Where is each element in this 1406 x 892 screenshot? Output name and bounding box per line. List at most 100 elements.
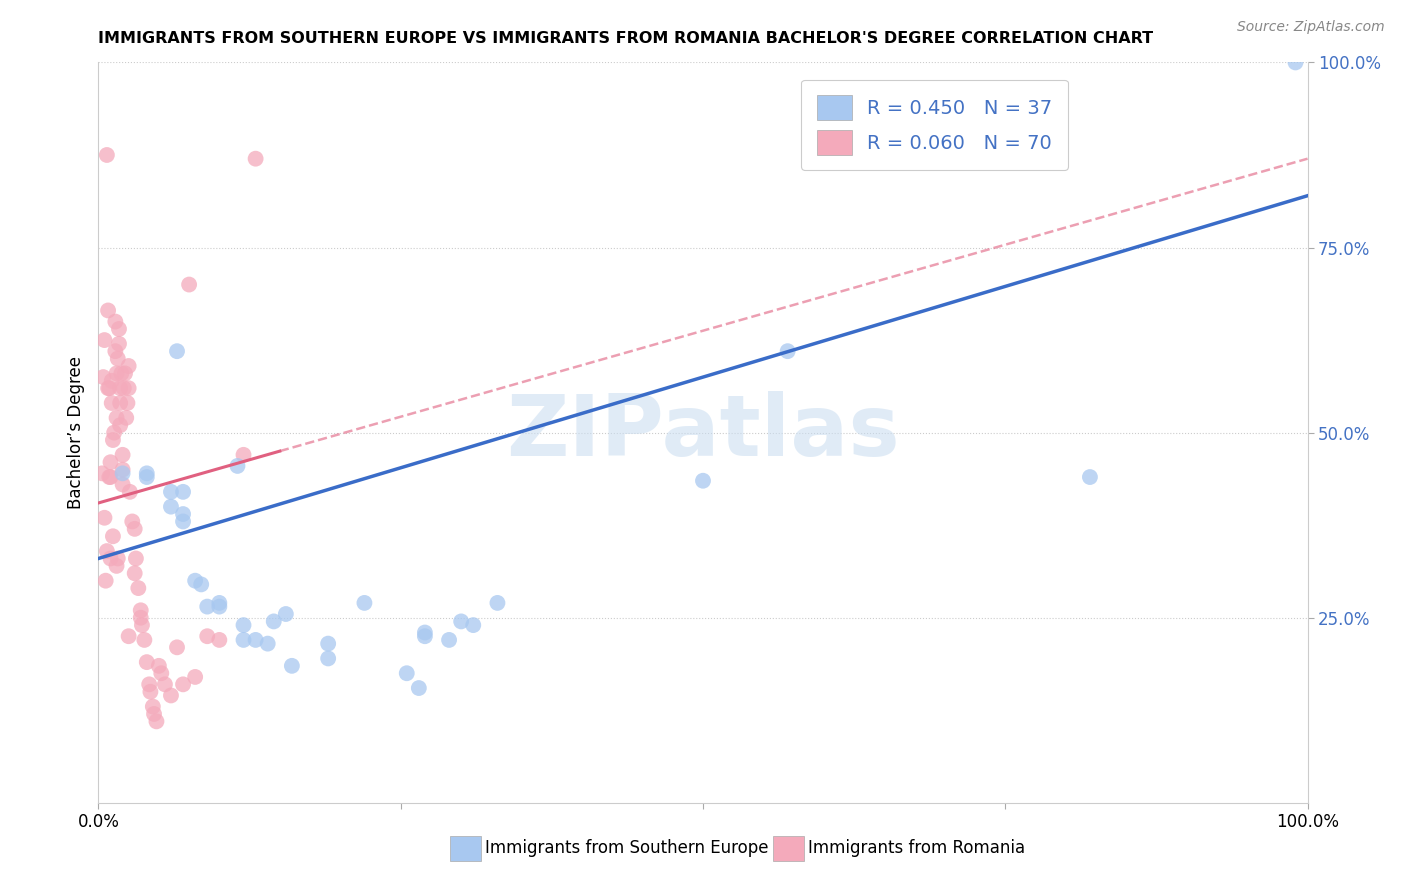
Point — [108, 381, 131, 395]
Point — [208, 596, 231, 610]
Point — [107, 351, 129, 366]
Point — [395, 666, 418, 681]
Text: Immigrants from Romania: Immigrants from Romania — [808, 839, 1025, 857]
Point — [118, 629, 141, 643]
Point — [776, 344, 799, 359]
Point — [118, 484, 141, 499]
Point — [101, 529, 124, 543]
Point — [232, 632, 254, 647]
Text: ZIPatlas: ZIPatlas — [506, 391, 900, 475]
Point — [195, 599, 218, 614]
Point — [172, 507, 194, 521]
Point — [190, 577, 212, 591]
Point — [134, 632, 156, 647]
Point — [463, 618, 485, 632]
Point — [103, 425, 125, 440]
Point — [138, 677, 160, 691]
Text: Source: ZipAtlas.com: Source: ZipAtlas.com — [1237, 20, 1385, 34]
Point — [91, 370, 114, 384]
Point — [486, 596, 509, 610]
Point — [127, 581, 149, 595]
Point — [124, 566, 146, 581]
Point — [111, 477, 134, 491]
Point — [413, 629, 436, 643]
Point — [100, 455, 122, 469]
Point — [413, 625, 436, 640]
Point — [172, 484, 194, 499]
Point — [1078, 470, 1101, 484]
Point — [172, 515, 194, 529]
Point — [115, 410, 138, 425]
Point — [100, 551, 122, 566]
Text: Immigrants from Southern Europe: Immigrants from Southern Europe — [485, 839, 769, 857]
Point — [111, 462, 134, 476]
Point — [150, 666, 173, 681]
Point — [153, 677, 176, 691]
Point — [104, 314, 127, 328]
Point — [208, 599, 231, 614]
Point — [97, 303, 120, 318]
Text: IMMIGRANTS FROM SOUTHERN EUROPE VS IMMIGRANTS FROM ROMANIA BACHELOR'S DEGREE COR: IMMIGRANTS FROM SOUTHERN EUROPE VS IMMIG… — [98, 31, 1153, 46]
Point — [100, 396, 122, 410]
Point — [125, 551, 148, 566]
Point — [93, 333, 115, 347]
Point — [316, 637, 339, 651]
Point — [135, 470, 157, 484]
Point — [450, 615, 472, 629]
Point — [166, 344, 188, 359]
Point — [98, 381, 121, 395]
Point — [408, 681, 430, 695]
Point — [114, 367, 136, 381]
Point — [111, 448, 134, 462]
Point — [105, 558, 128, 573]
Point — [172, 677, 194, 691]
Point — [97, 381, 120, 395]
Point — [353, 596, 375, 610]
Point — [94, 574, 117, 588]
Point — [184, 574, 207, 588]
Point — [117, 396, 139, 410]
Legend: R = 0.450   N = 37, R = 0.060   N = 70: R = 0.450 N = 37, R = 0.060 N = 70 — [801, 79, 1069, 170]
Y-axis label: Bachelor’s Degree: Bachelor’s Degree — [66, 356, 84, 509]
Point — [232, 618, 254, 632]
Point — [160, 484, 183, 499]
Point — [160, 689, 183, 703]
Point — [281, 658, 304, 673]
Point — [148, 658, 170, 673]
Point — [129, 603, 152, 617]
Point — [179, 277, 201, 292]
Point — [129, 610, 152, 624]
Point — [232, 448, 254, 462]
Point — [111, 467, 134, 481]
Point — [316, 651, 339, 665]
Point — [107, 551, 129, 566]
Point — [110, 367, 132, 381]
Point — [160, 500, 183, 514]
Point — [145, 714, 167, 729]
Point — [91, 467, 114, 481]
Point — [142, 699, 165, 714]
Point — [104, 344, 127, 359]
Point — [98, 470, 121, 484]
Point — [195, 629, 218, 643]
Point — [139, 685, 162, 699]
Point — [118, 381, 141, 395]
Point — [166, 640, 188, 655]
Point — [437, 632, 460, 647]
Point — [108, 396, 131, 410]
Point — [135, 655, 157, 669]
Point — [1284, 55, 1306, 70]
Point — [135, 467, 157, 481]
Point — [96, 544, 118, 558]
Point — [112, 381, 135, 395]
Point — [256, 637, 278, 651]
Point — [100, 470, 122, 484]
Point — [121, 515, 143, 529]
Point — [105, 410, 128, 425]
Point — [184, 670, 207, 684]
Point — [692, 474, 714, 488]
Point — [263, 615, 285, 629]
Point — [105, 367, 128, 381]
Point — [101, 433, 124, 447]
Point — [108, 418, 131, 433]
